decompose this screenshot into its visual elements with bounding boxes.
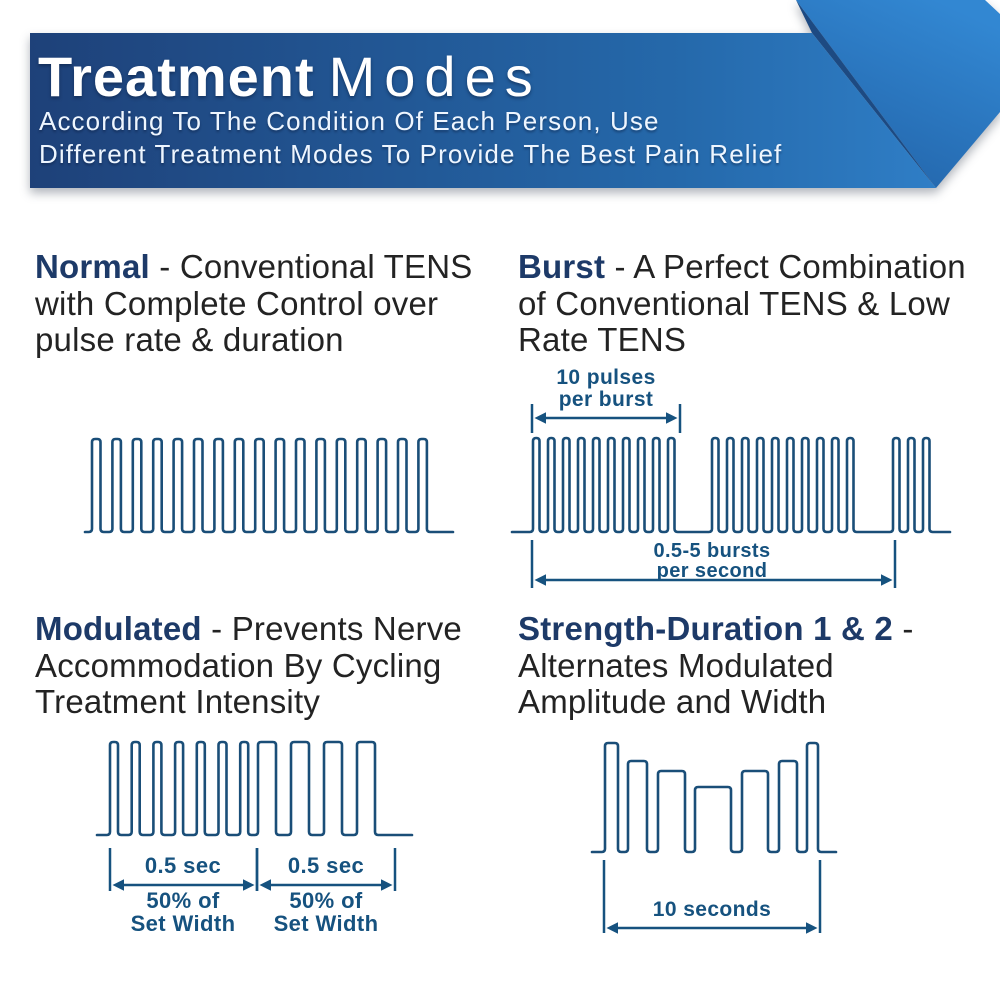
annotation-modulated-right-label-2: Set Width bbox=[274, 911, 379, 936]
banner-title: Treatment Modes bbox=[38, 44, 542, 109]
ribbon-front bbox=[30, 33, 936, 188]
section-burst-body: - A Perfect Combination of Conventional … bbox=[518, 248, 966, 358]
section-strength-duration-body: - Alternates Modulated Amplitude and Wid… bbox=[518, 610, 914, 720]
annotation-modulated-right-arrowhead-left bbox=[259, 879, 271, 891]
annotation-bursts-per-second-label-0: 0.5-5 bursts bbox=[653, 540, 770, 562]
annotation-modulated-left-arrowhead-right bbox=[243, 879, 255, 891]
annotation-pulses-per-burst-label-0: 10 pulses bbox=[556, 366, 655, 389]
section-burst: Burst - A Perfect Combination of Convent… bbox=[518, 248, 966, 359]
banner-title-bold: Treatment bbox=[38, 45, 315, 108]
section-modulated-body: - Prevents Nerve Accommodation By Cyclin… bbox=[35, 610, 462, 720]
annotation-bursts-per-second-arrowhead-left bbox=[534, 574, 546, 586]
annotation-bursts-per-second-arrowhead-right bbox=[881, 574, 893, 586]
wave-normal bbox=[83, 437, 455, 534]
section-modulated: Modulated - Prevents Nerve Accommodation… bbox=[35, 610, 462, 721]
annotation-modulated-left-label-2: Set Width bbox=[131, 911, 236, 936]
annotation-modulated-right-label-0: 0.5 sec bbox=[288, 853, 364, 878]
annotation-bursts-per-second-label-1: per second bbox=[657, 560, 768, 582]
annotation-modulated-right-label-1: 50% of bbox=[289, 888, 363, 913]
section-normal-title: Normal bbox=[35, 248, 150, 285]
annotation-modulated-left-arrowhead-left bbox=[112, 879, 124, 891]
annotation-modulated-left-label-0: 0.5 sec bbox=[145, 853, 221, 878]
annotation-ten-seconds-arrowhead-right bbox=[806, 922, 818, 934]
section-strength-duration: Strength-Duration 1 & 2 - Alternates Mod… bbox=[518, 610, 914, 721]
section-normal-body: - Conventional TENS with Complete Contro… bbox=[35, 248, 473, 358]
section-modulated-title: Modulated bbox=[35, 610, 202, 647]
ribbon-back bbox=[796, 0, 1000, 188]
annotation-modulated-right-arrowhead-right bbox=[381, 879, 393, 891]
annotation-pulses-per-burst-label-1: per burst bbox=[559, 388, 654, 411]
section-normal: Normal - Conventional TENS with Complete… bbox=[35, 248, 473, 359]
wave-modulated bbox=[95, 740, 414, 837]
wave-burst bbox=[510, 436, 952, 534]
annotation-pulses-per-burst-arrowhead-right bbox=[666, 412, 678, 424]
banner-subtitle: According To The Condition Of Each Perso… bbox=[39, 106, 783, 169]
annotation-ten-seconds-arrowhead-left bbox=[606, 922, 618, 934]
header-ribbon bbox=[30, 0, 1000, 188]
banner-title-light: Modes bbox=[328, 45, 542, 108]
section-burst-title: Burst bbox=[518, 248, 606, 285]
annotation-modulated-left-label-1: 50% of bbox=[146, 888, 220, 913]
ribbon-fold bbox=[796, 0, 936, 188]
section-strength-duration-title: Strength-Duration 1 & 2 bbox=[518, 610, 893, 647]
annotation-pulses-per-burst-arrowhead-left bbox=[534, 412, 546, 424]
annotation-ten-seconds-label-0: 10 seconds bbox=[653, 898, 771, 921]
wave-strength-duration bbox=[590, 741, 838, 854]
